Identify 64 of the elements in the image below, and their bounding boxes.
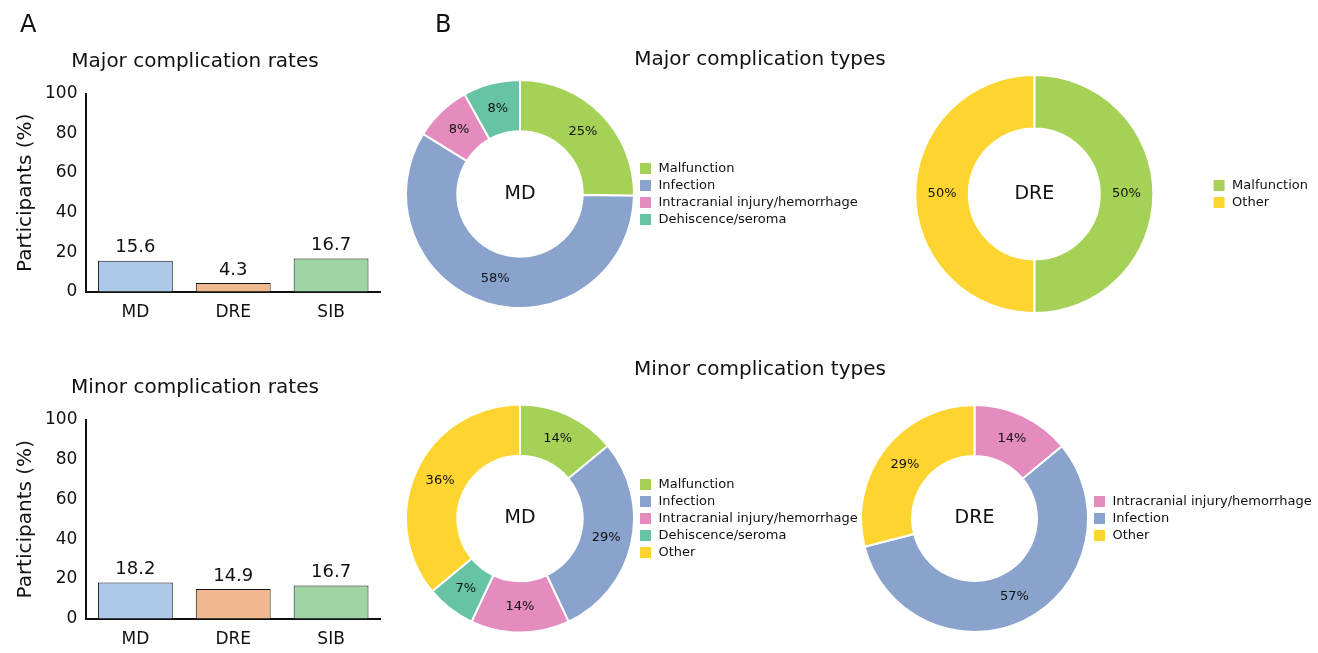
x-tick-label: DRE	[215, 628, 252, 649]
y-tick-label: 0	[66, 280, 78, 301]
legend-label: Malfunction	[658, 475, 735, 491]
y-tick-label: 60	[55, 487, 78, 508]
y-tick-label: 100	[44, 408, 78, 429]
data-label: 16.7	[311, 233, 352, 255]
legend-label: Dehiscence/seroma	[658, 210, 787, 226]
text: A	[20, 10, 37, 38]
data-label: 29%	[591, 529, 621, 545]
legend-label: Malfunction	[1232, 176, 1309, 192]
legend-label: Infection	[1112, 509, 1170, 525]
data-label: 29%	[890, 455, 920, 471]
data-label: 15.6	[115, 235, 156, 257]
data-label: 4.3	[218, 257, 248, 279]
y-tick-label: 80	[55, 121, 78, 142]
data-label: 14%	[543, 429, 573, 445]
data-label: 58%	[480, 270, 510, 286]
legend-label: Intracranial injury/hemorrhage	[1112, 492, 1312, 508]
legend-label: Intracranial injury/hemorrhage	[658, 193, 858, 209]
x-tick-label: MD	[121, 301, 150, 322]
data-label: 25%	[568, 123, 598, 139]
y-tick-label: 20	[55, 567, 78, 588]
data-label: 14%	[997, 430, 1027, 446]
y-tick-label: 0	[66, 607, 78, 628]
data-label: 50%	[1112, 185, 1141, 201]
text: MD	[504, 180, 536, 203]
text: B	[435, 10, 452, 38]
x-tick-label: MD	[121, 628, 150, 649]
chart-title: Minor complication rates	[71, 374, 319, 399]
data-label: 7%	[455, 579, 477, 595]
chart-title: Minor complication types	[633, 356, 887, 380]
data-label: 14.9	[213, 563, 254, 585]
legend-label: Infection	[658, 492, 716, 508]
x-tick-label: SIB	[317, 628, 345, 649]
legend-label: Dehiscence/seroma	[658, 526, 787, 542]
chart-title: Major complication rates	[71, 48, 319, 73]
y-tick-label: 40	[55, 527, 78, 548]
y-tick-label: 100	[44, 82, 78, 103]
y-tick-label: 40	[55, 200, 78, 221]
data-label: 8%	[448, 121, 470, 137]
y-tick-label: 20	[55, 240, 78, 261]
legend-label: Other	[1112, 526, 1151, 542]
x-tick-label: DRE	[215, 301, 252, 322]
legend-label: Malfunction	[658, 159, 735, 175]
data-label: 8%	[487, 99, 509, 115]
text: MD	[504, 505, 536, 528]
data-label: 18.2	[115, 557, 156, 579]
data-label: 16.7	[311, 560, 352, 582]
data-label: 14%	[505, 598, 535, 614]
text: DRE	[954, 505, 995, 528]
y-axis-title: Participants (%)	[12, 113, 37, 273]
legend-label: Other	[658, 543, 697, 559]
y-tick-label: 80	[55, 448, 78, 469]
legend-label: Infection	[658, 176, 716, 192]
chart-title: Major complication types	[633, 46, 887, 70]
data-label: 36%	[425, 472, 455, 488]
data-label: 57%	[999, 588, 1029, 604]
y-tick-label: 60	[55, 161, 78, 182]
data-label: 50%	[927, 185, 957, 201]
y-axis-title: Participants (%)	[12, 440, 37, 599]
legend-label: Intracranial injury/hemorrhage	[658, 509, 858, 525]
text: DRE	[1014, 180, 1055, 203]
x-tick-label: SIB	[317, 301, 345, 322]
legend-label: Other	[1232, 193, 1270, 209]
